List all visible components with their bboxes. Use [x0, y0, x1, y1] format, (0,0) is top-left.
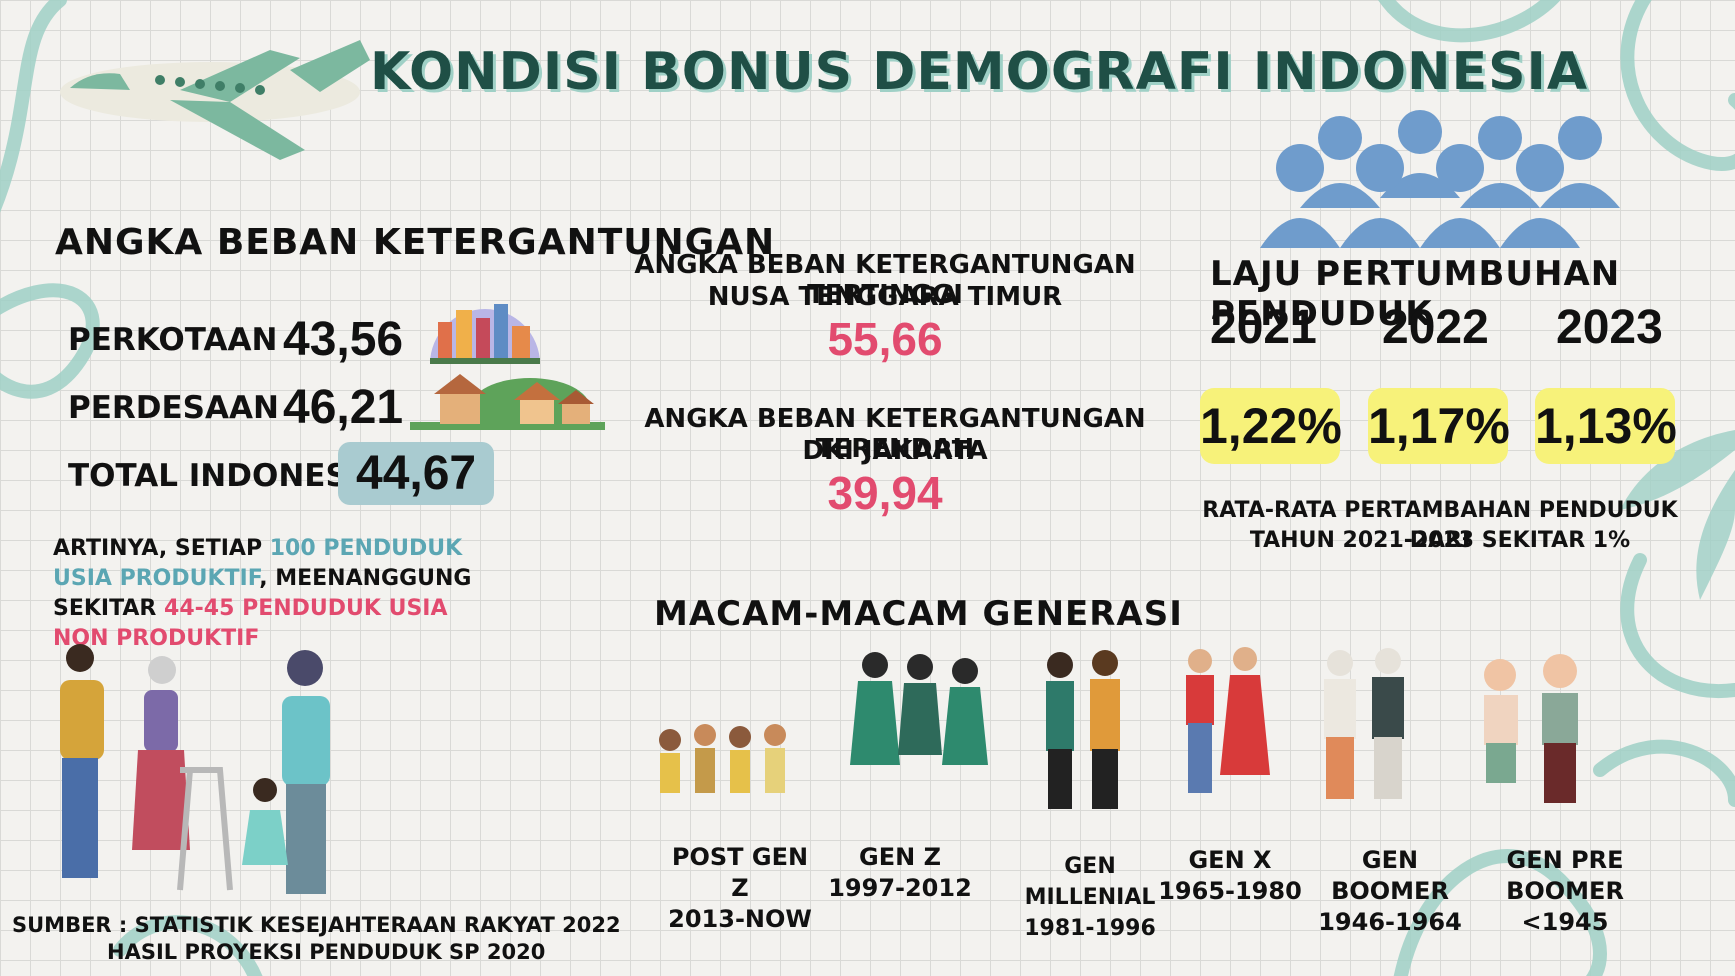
meaning-text: ARTINYA, SETIAP 100 PENDUDUK USIA PRODUK… — [53, 534, 503, 654]
gen-x-years: 1965-1980 — [1158, 877, 1302, 905]
total-label: TOTAL INDONESIA — [68, 458, 384, 494]
growth-year-2023: 2023 — [1556, 301, 1663, 354]
growth-rate-2022: 1,17% — [1368, 388, 1510, 464]
growth-rate-2023: 1,13% — [1535, 388, 1677, 464]
gen-post-z-name: POST GEN Z — [671, 843, 809, 902]
meaning-part-2: 100 PENDUDUK USIA PRODUKTIF — [53, 536, 463, 591]
total-value: 44,67 — [338, 442, 495, 505]
growth-heading: LAJU PERTUMBUHAN PENDUDUK — [1210, 254, 1621, 334]
meaning-part-3: , MEENANGGUNG SEKITAR — [53, 566, 472, 621]
gen-x: GEN X 1965-1980 — [1155, 845, 1305, 907]
gen-millenial: GEN MILLENIAL 1981-1996 — [1010, 851, 1170, 944]
urban-label: PERKOTAAN — [68, 322, 278, 358]
generations-heading: MACAM-MACAM GENERASI — [654, 594, 1183, 634]
gen-boomer: GEN BOOMER 1946-1964 — [1305, 845, 1475, 938]
gen-boomer-years: 1946-1964 — [1318, 908, 1462, 936]
generation-figures — [659, 647, 1578, 809]
dependency-heading: ANGKA BEBAN KETERGANTUNGAN — [55, 222, 776, 263]
airplane-illustration — [60, 40, 370, 160]
meaning-part-1: ARTINYA, SETIAP — [53, 536, 270, 561]
urban-value: 43,56 — [283, 313, 404, 366]
highest-value: 55,66 — [827, 313, 943, 365]
family-illustration — [60, 644, 330, 894]
city-icon — [430, 304, 540, 364]
gen-z: GEN Z 1997-2012 — [820, 842, 980, 904]
lowest-region: DKI JAKARTA — [802, 436, 988, 466]
source-line-1: SUMBER : STATISTIK KESEJAHTERAAN RAKYAT … — [12, 913, 621, 937]
rural-label: PERDESAAN — [68, 390, 279, 426]
gen-boomer-name: GEN BOOMER — [1331, 846, 1449, 905]
gen-pre-boomer: GEN PRE BOOMER <1945 — [1470, 845, 1660, 938]
highest-label: ANGKA BEBAN KETERGANTUNGAN TERTINGGI — [634, 250, 1136, 310]
people-group-icon — [1260, 110, 1620, 248]
gen-millenial-name: GEN MILLENIAL — [1024, 854, 1156, 910]
gen-post-z-years: 2013-NOW — [668, 905, 812, 933]
gen-millenial-years: 1981-1996 — [1024, 916, 1156, 941]
rural-value: 46,21 — [283, 381, 404, 434]
growth-year-2022: 2022 — [1382, 301, 1489, 354]
gen-x-name: GEN X — [1188, 846, 1272, 874]
gen-post-z: POST GEN Z 2013-NOW — [660, 842, 820, 935]
lowest-value: 39,94 — [827, 467, 943, 519]
gen-pre-boomer-name: GEN PRE BOOMER — [1506, 846, 1624, 905]
page-title: KONDISI BONUS DEMOGRAFI INDONESIA — [370, 42, 1589, 102]
village-icon — [410, 374, 605, 430]
growth-rate-2021: 1,22% — [1200, 388, 1342, 464]
growth-note-1: RATA-RATA PERTAMBAHAN PENDUDUK DARI — [1202, 498, 1678, 553]
gen-z-name: GEN Z — [859, 843, 941, 871]
gen-z-years: 1997-2012 — [828, 874, 972, 902]
highest-region: NUSA TENGGARA TIMUR — [707, 282, 1063, 312]
meaning-part-4: 44-45 — [164, 596, 235, 621]
lowest-label: ANGKA BEBAN KETERGANTUNGAN TERENDAH — [644, 404, 1146, 464]
growth-note-2: TAHUN 2021-2023 SEKITAR 1% — [1249, 528, 1631, 553]
growth-year-2021: 2021 — [1210, 301, 1317, 354]
source-line-2: HASIL PROYEKSI PENDUDUK SP 2020 — [107, 940, 546, 964]
gen-pre-boomer-years: <1945 — [1521, 908, 1609, 936]
